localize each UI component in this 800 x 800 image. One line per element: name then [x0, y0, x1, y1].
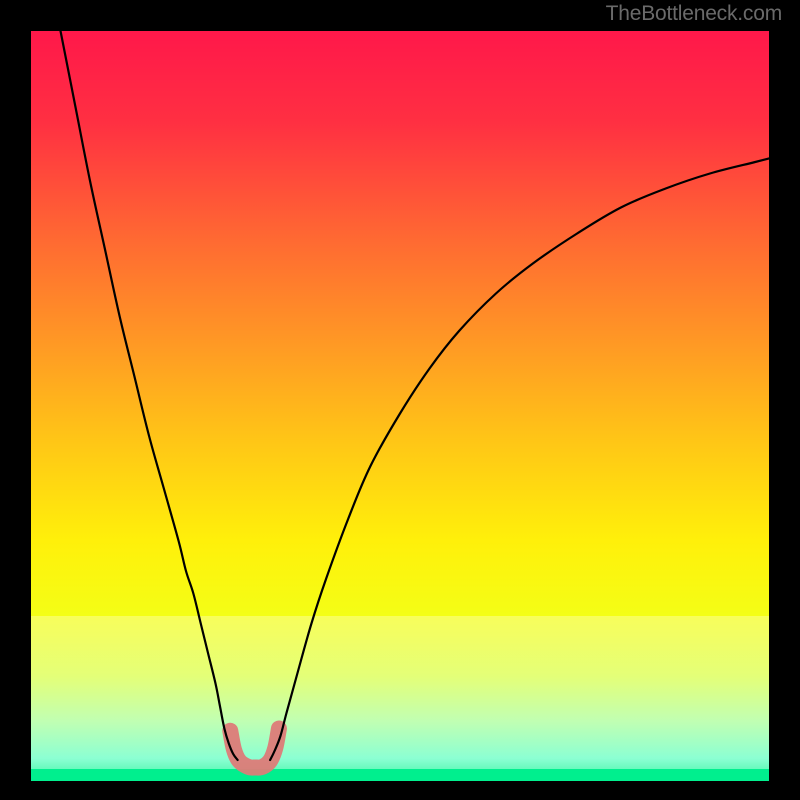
chart-curve-layer [31, 31, 769, 781]
bottleneck-chart [31, 31, 769, 781]
watermark-text: TheBottleneck.com [606, 2, 782, 26]
valley-u-marker [230, 729, 279, 768]
bottleneck-right [270, 159, 769, 761]
bottleneck-left [61, 31, 238, 760]
